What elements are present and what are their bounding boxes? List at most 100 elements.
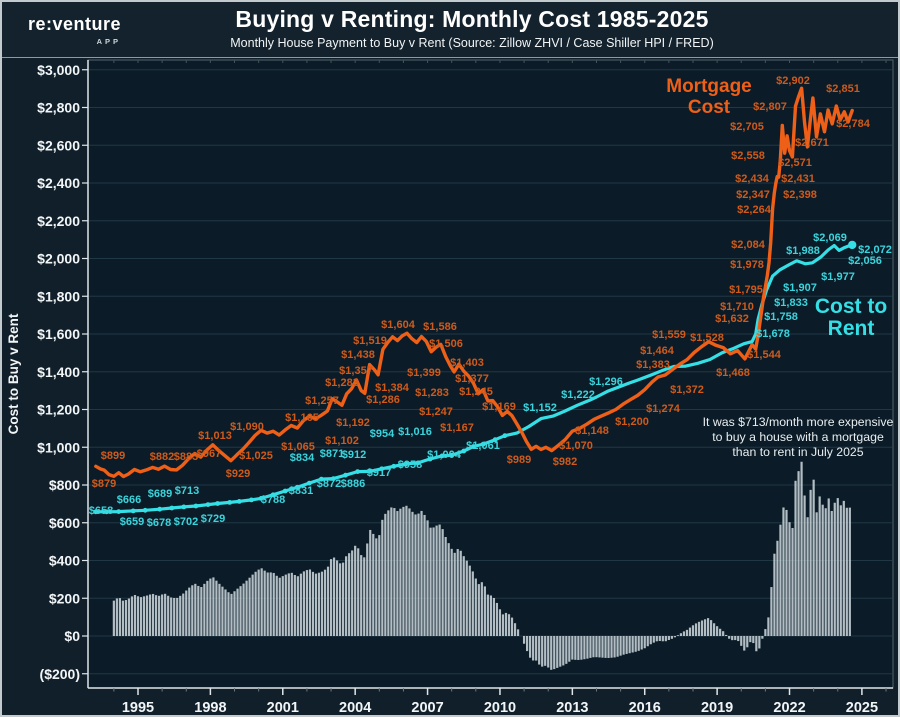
y-tick-label: $1,000: [37, 439, 80, 455]
svg-text:$2,902: $2,902: [776, 75, 810, 87]
svg-text:$658: $658: [89, 505, 113, 517]
svg-text:$1,169: $1,169: [482, 401, 516, 413]
page-subtitle: Monthly House Payment to Buy v Rent (Sou…: [230, 36, 714, 50]
svg-text:$2,056: $2,056: [848, 255, 882, 267]
svg-text:$1,167: $1,167: [440, 422, 474, 434]
svg-text:$954: $954: [370, 428, 395, 440]
buy-vs-rent-chart: $3,000 $2,800 $2,600 $2,400 $2,200 $2,000 $1,8…: [6, 59, 894, 715]
header: re:venture APP Buying v Renting: Monthly…: [2, 2, 898, 58]
y-tick-label: $2,000: [37, 251, 80, 267]
svg-text:$2,347: $2,347: [736, 189, 770, 201]
svg-text:$2,069: $2,069: [813, 232, 847, 244]
svg-text:$666: $666: [117, 494, 141, 506]
svg-text:$1,519: $1,519: [353, 335, 387, 347]
svg-text:$1,296: $1,296: [589, 376, 623, 388]
rent-line: [93, 240, 857, 515]
svg-text:$1,544: $1,544: [747, 349, 782, 361]
y-tick-label: $2,600: [37, 137, 80, 153]
svg-text:$886: $886: [341, 478, 365, 490]
svg-text:$659: $659: [120, 516, 144, 528]
x-tick-label: 2007: [411, 700, 443, 715]
svg-text:$678: $678: [147, 517, 171, 529]
svg-text:$1,090: $1,090: [230, 421, 264, 433]
svg-text:$982: $982: [553, 456, 577, 468]
plot-background: [87, 59, 894, 689]
svg-text:$879: $879: [92, 478, 116, 490]
rent-end-dot: [848, 240, 857, 250]
y-tick-label: ($200): [40, 666, 80, 682]
svg-text:$689: $689: [148, 488, 172, 500]
y-tick-label: $2,200: [37, 213, 80, 229]
svg-text:$1,907: $1,907: [783, 282, 817, 294]
svg-text:$2,671: $2,671: [795, 137, 829, 149]
svg-text:$1,399: $1,399: [407, 367, 441, 379]
svg-text:$1,977: $1,977: [821, 271, 855, 283]
y-axis: $3,000 $2,800 $2,600 $2,400 $2,200 $2,000 $1,8…: [37, 62, 88, 682]
svg-text:$1,025: $1,025: [239, 450, 273, 462]
y-tick-label: $600: [49, 515, 80, 531]
svg-text:$1,200: $1,200: [615, 416, 649, 428]
mortgage-cost-legend: Cost: [688, 97, 731, 118]
svg-text:$2,431: $2,431: [781, 173, 815, 185]
svg-text:$1,978: $1,978: [730, 259, 764, 271]
svg-text:$1,377: $1,377: [455, 373, 489, 385]
svg-text:$1,403: $1,403: [450, 357, 484, 369]
svg-text:$2,084: $2,084: [731, 239, 766, 251]
data-labels: $899 $879 $882 $883$967 $1,013 $929 $1,025 $1,0…: [89, 75, 892, 529]
svg-text:$1,632: $1,632: [715, 313, 749, 325]
y-tick-label: $1,600: [37, 326, 80, 342]
svg-text:$1,061: $1,061: [466, 440, 500, 452]
mortgage-cost-legend: Mortgage: [666, 76, 752, 97]
svg-text:$1,013: $1,013: [198, 430, 232, 442]
x-tick-label: 2025: [846, 700, 878, 715]
svg-text:$929: $929: [226, 468, 250, 480]
svg-text:$2,434: $2,434: [735, 173, 770, 185]
svg-text:$1,016: $1,016: [398, 426, 432, 438]
y-tick-label: $1,400: [37, 364, 80, 380]
svg-text:$1,245: $1,245: [459, 386, 493, 398]
y-tick-label: $400: [49, 553, 80, 569]
svg-text:$2,851: $2,851: [826, 83, 860, 95]
x-tick-label: 2016: [629, 700, 661, 715]
svg-text:$1,795: $1,795: [729, 284, 763, 296]
svg-text:$1,102: $1,102: [325, 435, 359, 447]
mortgage-line: [94, 86, 854, 479]
svg-text:$1,165: $1,165: [285, 412, 319, 424]
svg-text:$788: $788: [261, 494, 285, 506]
svg-text:$1,678: $1,678: [756, 328, 790, 340]
x-tick-label: 2013: [556, 700, 588, 715]
svg-text:$899: $899: [101, 450, 125, 462]
svg-text:$1,148: $1,148: [575, 425, 609, 437]
svg-text:$1,070: $1,070: [559, 440, 593, 452]
svg-text:$912: $912: [342, 449, 366, 461]
x-tick-label: 1995: [122, 700, 154, 715]
x-tick-label: 2019: [701, 700, 733, 715]
x-tick-label: 2001: [267, 700, 299, 715]
y-tick-label: $1,200: [37, 402, 80, 418]
svg-text:$1,257: $1,257: [305, 395, 339, 407]
y-tick-label: $200: [49, 590, 80, 606]
svg-text:$1,506: $1,506: [429, 338, 463, 350]
gridlines: [89, 69, 892, 675]
x-tick-label: 2010: [484, 700, 516, 715]
svg-text:$1,528: $1,528: [690, 332, 724, 344]
svg-text:$1,438: $1,438: [341, 349, 375, 361]
y-tick-label: $0: [64, 628, 80, 644]
cost-to-rent-legend: Cost to: [815, 295, 887, 318]
svg-text:$1,222: $1,222: [561, 389, 595, 401]
x-tick-label: 1998: [194, 700, 226, 715]
svg-text:$989: $989: [507, 454, 531, 466]
x-tick-label: 2004: [339, 700, 371, 715]
cost-to-rent-legend: Rent: [828, 317, 875, 340]
svg-text:$1,710: $1,710: [720, 301, 754, 313]
svg-text:It was $713/month more expensi: It was $713/month more expensive: [703, 415, 894, 429]
svg-text:$1,065: $1,065: [281, 441, 315, 453]
svg-text:$2,571: $2,571: [778, 157, 812, 169]
svg-text:$1,833: $1,833: [774, 297, 808, 309]
svg-text:$702: $702: [174, 516, 198, 528]
svg-text:$2,558: $2,558: [731, 150, 765, 162]
svg-text:$1,383: $1,383: [636, 359, 670, 371]
svg-text:$958: $958: [398, 459, 422, 471]
